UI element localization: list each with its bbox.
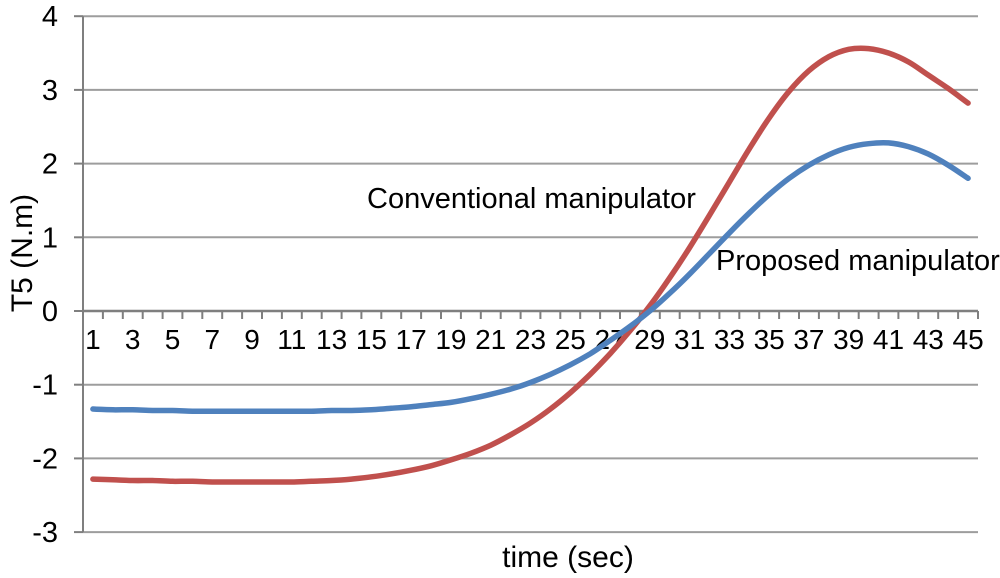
x-tick-label: 33 [714,324,745,355]
x-tick-label: 45 [953,324,984,355]
series-label-conventional: Conventional manipulator [367,183,696,215]
y-tick-label: -2 [32,443,58,475]
y-axis [74,15,84,534]
x-tick-label: 23 [515,324,546,355]
x-tick-label: 41 [873,324,904,355]
y-tick-label: 3 [42,75,58,107]
x-axis-title: time (sec) [502,541,634,574]
y-axis-title: T5 (N.m) [6,193,39,313]
x-tick-label: 29 [634,324,665,355]
y-tick-label: 0 [42,296,58,328]
x-tick-label: 3 [125,324,141,355]
x-tick-label: 5 [165,324,181,355]
x-tick-label: 31 [674,324,705,355]
series-label-proposed: Proposed manipulator [716,245,1000,277]
x-tick-label: 35 [754,324,785,355]
y-tick-label: 2 [42,149,58,181]
conventional-manipulator-line [90,45,971,485]
x-tick-label: 15 [356,324,387,355]
x-tick-label: 25 [555,324,586,355]
x-tick-label: 9 [244,324,260,355]
x-axis [83,309,979,319]
x-tick-label: 13 [316,324,347,355]
y-tick-label: -1 [32,370,58,402]
y-tick-label: 1 [42,222,58,254]
x-tick-label: 43 [913,324,944,355]
series-lines [90,45,971,485]
x-tick-label: 39 [833,324,864,355]
x-tick-label: 7 [205,324,221,355]
x-tick-label: 11 [277,324,306,355]
x-tick-label: 19 [435,324,466,355]
x-tick-label: 37 [793,324,824,355]
x-tick-label: 1 [85,324,101,355]
x-tick-labels: 1 3 5 7 9 11 13 15 17 19 21 23 25 27 29 31 33 35 37 39 41 43 4… [85,324,984,355]
y-tick-label: 4 [42,1,58,33]
x-tick-label: 21 [475,324,506,355]
y-tick-label: -3 [32,517,58,549]
y-tick-labels: 4 3 2 1 0 -1 -2 -3 [32,1,58,549]
proposed-manipulator-line [90,139,971,415]
x-tick-label: 17 [396,324,427,355]
